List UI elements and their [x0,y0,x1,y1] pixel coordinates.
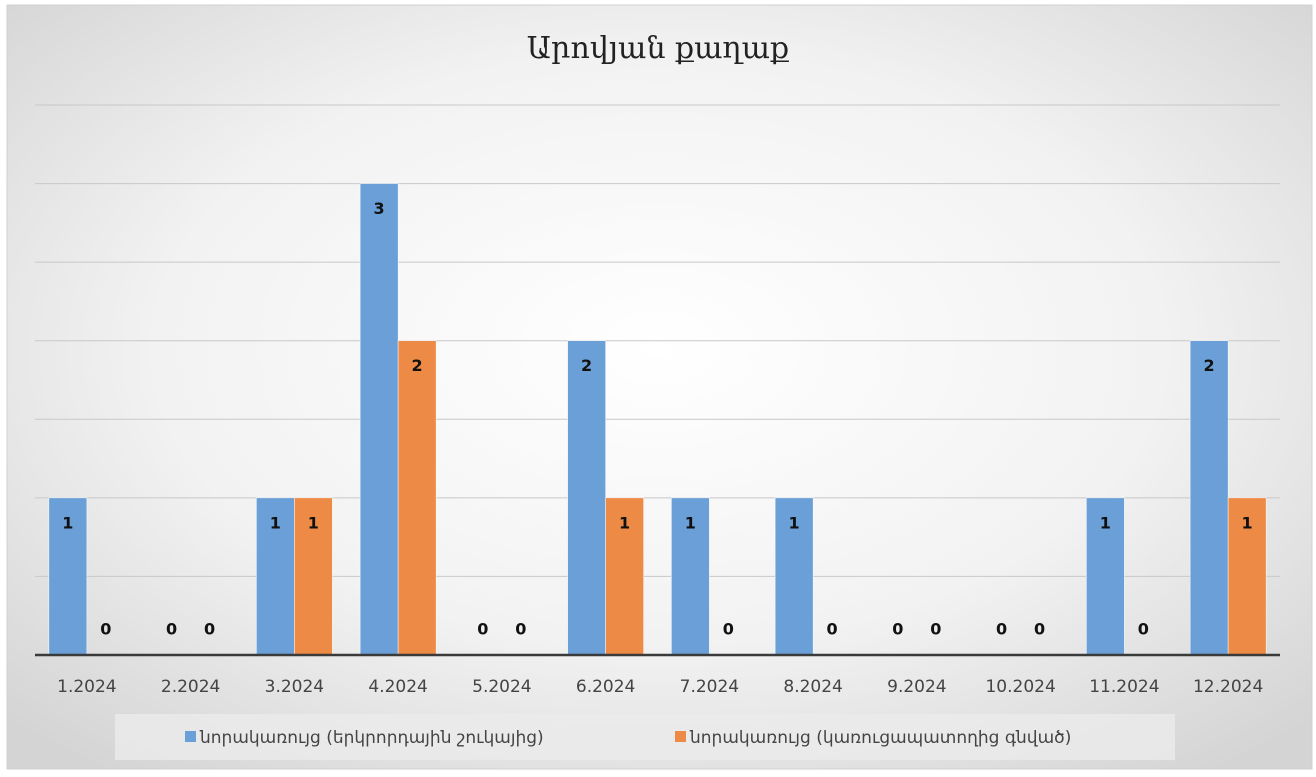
x-tick-label: 1.2024 [57,677,116,697]
legend-label: նորակառույց (երկրորդային շուկայից) [199,728,544,748]
data-label: 0 [1034,620,1045,639]
legend-box [115,714,1175,760]
x-tick-label: 9.2024 [887,677,946,697]
x-tick-label: 7.2024 [680,677,739,697]
data-label: 0 [100,620,111,639]
x-tick-label: 3.2024 [265,677,324,697]
data-label: 0 [827,620,838,639]
data-label: 1 [308,513,319,532]
x-tick-label: 10.2024 [985,677,1055,697]
data-label: 2 [1204,356,1215,375]
bar [774,497,814,656]
bar [48,497,88,656]
bar [567,340,606,656]
x-tick-label: 2.2024 [161,677,220,697]
data-label: 0 [477,620,488,639]
data-label: 0 [892,620,903,639]
data-label: 1 [1100,513,1111,532]
x-tick-label: 4.2024 [368,677,427,697]
data-label: 0 [996,620,1007,639]
data-label: 1 [62,513,73,532]
bar [397,340,437,656]
x-tick-label: 8.2024 [783,677,842,697]
data-label: 0 [723,620,734,639]
data-label: 1 [270,513,281,532]
bar [1227,497,1267,656]
data-label: 1 [685,513,696,532]
data-label: 0 [1138,620,1149,639]
data-label: 0 [930,620,941,639]
data-label: 1 [1242,513,1253,532]
x-tick-label: 5.2024 [472,677,531,697]
data-label: 3 [374,199,385,218]
data-label: 0 [204,620,215,639]
bar [359,183,399,656]
data-label: 1 [789,513,800,532]
bar [1189,340,1229,656]
bar [256,497,295,656]
legend-swatch [185,731,196,742]
data-label: 2 [412,356,423,375]
data-label: 1 [619,513,630,532]
bar [1086,497,1125,656]
data-label: 0 [166,620,177,639]
x-tick-label: 12.2024 [1193,677,1263,697]
legend-label: նորակառույց (կառուցապատողից գնված) [689,728,1071,748]
bar [294,497,333,656]
bar [671,497,710,656]
data-label: 0 [515,620,526,639]
x-tick-label: 6.2024 [576,677,635,697]
legend-swatch [675,731,686,742]
chart-title: Արովյան քաղաք [527,31,789,66]
x-tick-label: 11.2024 [1089,677,1159,697]
bar [605,497,644,656]
data-label: 2 [581,356,592,375]
